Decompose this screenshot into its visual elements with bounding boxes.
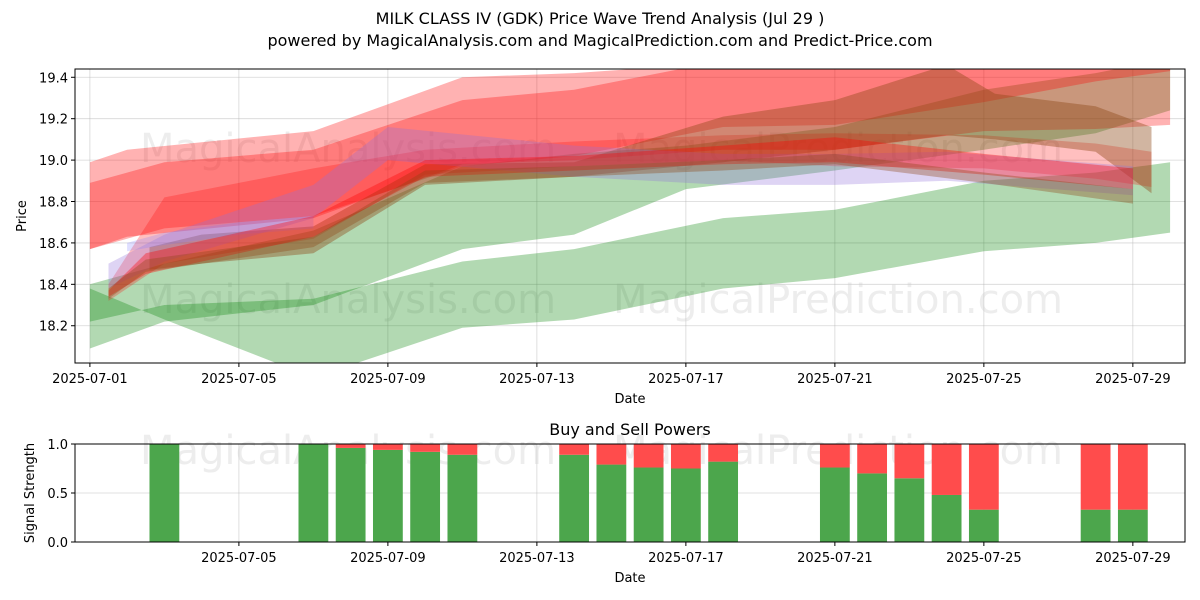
buy-bar [894, 478, 925, 542]
sell-bar [857, 444, 888, 474]
price-band-brown [149, 69, 1152, 270]
watermark: MagicalAnalysis.com [140, 277, 556, 323]
buy-bar [931, 494, 962, 542]
x-tick-label: 2025-07-09 [350, 551, 426, 566]
y-tick-label: 1.0 [47, 438, 68, 453]
x-tick-label: 2025-07-05 [201, 372, 277, 387]
sell-bar [1117, 444, 1148, 510]
price-band-red [108, 133, 1152, 301]
price-band-purple [108, 127, 1133, 289]
x-tick-label: 2025-07-13 [499, 551, 575, 566]
sell-bar [559, 444, 590, 455]
buy-bar [372, 449, 403, 542]
x-tick-label: 2025-07-29 [1095, 551, 1171, 566]
x-tick-label: 2025-07-21 [797, 551, 873, 566]
watermark: MagicalAnalysis.com [140, 126, 556, 172]
x-tick-label: 2025-07-29 [1095, 372, 1171, 387]
buy-bar [670, 468, 701, 542]
x-axis-label: Date [614, 392, 645, 407]
buy-bar [447, 454, 478, 542]
sell-bar [894, 444, 925, 479]
buy-bar [559, 454, 590, 542]
buy-bar [633, 467, 664, 542]
y-tick-label: 19.2 [39, 113, 68, 128]
x-tick-label: 2025-07-09 [350, 372, 426, 387]
y-tick-label: 18.4 [39, 278, 68, 293]
y-tick-label: 0.5 [47, 487, 68, 502]
x-tick-label: 2025-07-25 [946, 372, 1022, 387]
sell-bar [968, 444, 999, 510]
y-tick-label: 19.0 [39, 154, 68, 169]
x-tick-label: 2025-07-05 [201, 551, 277, 566]
buy-bar [857, 473, 888, 542]
price-plot: MagicalAnalysis.com MagicalPrediction.com… [15, 68, 1186, 407]
price-band-red [108, 137, 1133, 297]
x-tick-label: 2025-07-13 [499, 372, 575, 387]
x-tick-label: 2025-07-01 [52, 372, 128, 387]
chart-title: MILK CLASS IV (GDK) Price Wave Trend Ana… [375, 9, 825, 28]
x-axis-label: Date [614, 571, 645, 586]
x-tick-label: 2025-07-17 [648, 372, 724, 387]
chart-subtitle: powered by MagicalAnalysis.com and Magic… [267, 31, 933, 50]
x-tick-label: 2025-07-25 [946, 551, 1022, 566]
sell-bar [410, 444, 441, 452]
buy-bar [149, 444, 180, 542]
price-band-green [89, 69, 1171, 349]
price-band-green [89, 162, 1171, 363]
sell-bar [372, 444, 403, 450]
grid-lines [75, 69, 1185, 363]
y-tick-label: 18.2 [39, 320, 68, 335]
price-band-blue [127, 216, 314, 252]
price-band-red [89, 69, 1171, 250]
sell-bar [447, 444, 478, 455]
buy-bar [335, 447, 366, 542]
y-axis-label: Price [15, 200, 30, 232]
x-tick-label: 2025-07-21 [797, 372, 873, 387]
watermark: MagicalPrediction.com [613, 126, 1063, 172]
buy-bar [968, 509, 999, 542]
buy-bar [1080, 509, 1111, 542]
buy-bar [410, 451, 441, 542]
sell-bar [335, 444, 366, 448]
y-tick-label: 18.6 [39, 237, 68, 252]
sell-bar [633, 444, 664, 468]
buy-bar [596, 464, 627, 542]
sell-bar [931, 444, 962, 495]
y-axis-label: Signal Strength [23, 443, 38, 543]
price-bands [89, 69, 1171, 363]
buy-bar [298, 444, 329, 542]
price-band-red [89, 69, 1171, 250]
sell-bar [596, 444, 627, 465]
signal-plot: MagicalAnalysis.comMagicalPrediction.com… [23, 428, 1186, 586]
plot-frame [74, 68, 1186, 364]
x-tick-label: 2025-07-17 [648, 551, 724, 566]
signal-plot-title: Buy and Sell Powers [549, 420, 711, 439]
y-tick-label: 18.8 [39, 196, 68, 211]
y-tick-label: 0.0 [47, 536, 68, 551]
buy-bar [1117, 509, 1148, 542]
sell-bar [708, 444, 739, 462]
watermark: MagicalPrediction.com [613, 277, 1063, 323]
sell-bar [670, 444, 701, 469]
signal-bars [149, 444, 1148, 542]
sell-bar [1080, 444, 1111, 510]
y-tick-label: 19.4 [39, 71, 68, 86]
sell-bar [819, 444, 850, 468]
buy-bar [819, 467, 850, 542]
buy-bar [708, 461, 739, 542]
